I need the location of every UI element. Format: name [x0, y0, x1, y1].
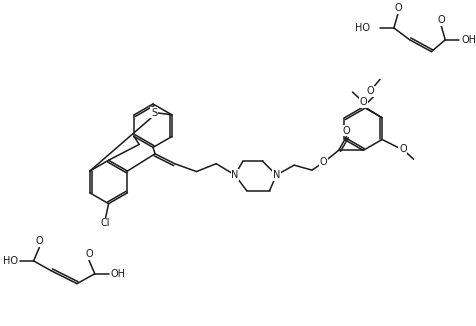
Text: Cl: Cl — [100, 218, 110, 229]
Text: N: N — [272, 170, 279, 180]
Text: O: O — [85, 249, 92, 259]
Text: OH: OH — [110, 269, 125, 279]
Text: O: O — [366, 86, 373, 96]
Text: O: O — [342, 126, 349, 136]
Text: O: O — [36, 236, 43, 246]
Text: HO: HO — [3, 256, 18, 266]
Text: O: O — [359, 97, 367, 107]
Text: OH: OH — [460, 35, 475, 45]
Text: HO: HO — [355, 23, 369, 33]
Text: N: N — [231, 170, 238, 180]
Text: O: O — [319, 157, 327, 167]
Text: O: O — [398, 144, 406, 155]
Text: O: O — [393, 3, 401, 13]
Text: S: S — [151, 108, 157, 118]
Text: O: O — [436, 15, 444, 25]
